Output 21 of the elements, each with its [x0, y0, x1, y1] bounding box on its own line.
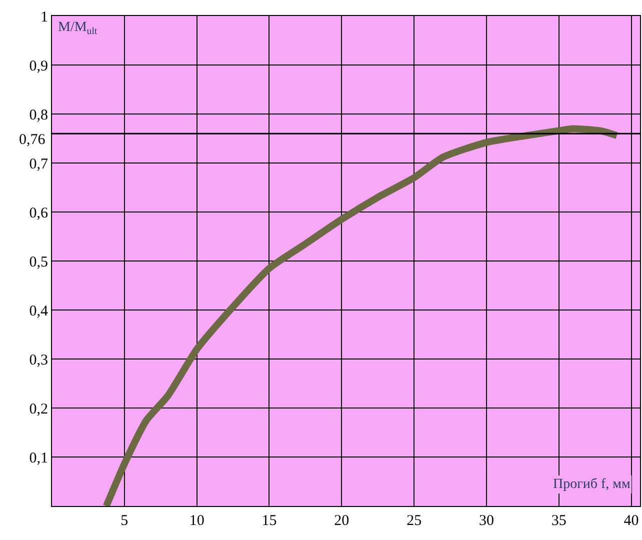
y-tick-label: 0,6 — [29, 205, 48, 222]
y-tick-label: 0,9 — [29, 58, 48, 74]
y-tick-label: 0,8 — [29, 107, 48, 124]
x-axis-title: Прогиб f, мм — [553, 477, 630, 492]
x-tick-label: 30 — [478, 513, 494, 529]
y-axis-title: M/M$_{ult}$ — [58, 20, 98, 37]
x-tick-label: 35 — [551, 513, 566, 529]
y-tick-label: 0,7 — [29, 156, 48, 172]
y-tick-label: 0,5 — [29, 254, 48, 270]
y-tick-label: 0,3 — [29, 352, 48, 368]
x-tick-label: 15 — [262, 513, 277, 529]
x-tick-label: 40 — [624, 513, 639, 529]
x-tick-label: 20 — [334, 513, 350, 529]
x-tick-label: 25 — [406, 513, 422, 529]
y-tick-label: 0,1 — [29, 450, 48, 466]
x-tick-label: 5 — [120, 513, 128, 529]
y-tick-label: 0,2 — [29, 401, 48, 418]
y-tick-label: 0,4 — [29, 303, 48, 320]
y-tick-label: 1 — [40, 9, 48, 26]
x-tick-label: 10 — [189, 513, 204, 529]
ref-line-label: 0,76 — [19, 132, 46, 148]
